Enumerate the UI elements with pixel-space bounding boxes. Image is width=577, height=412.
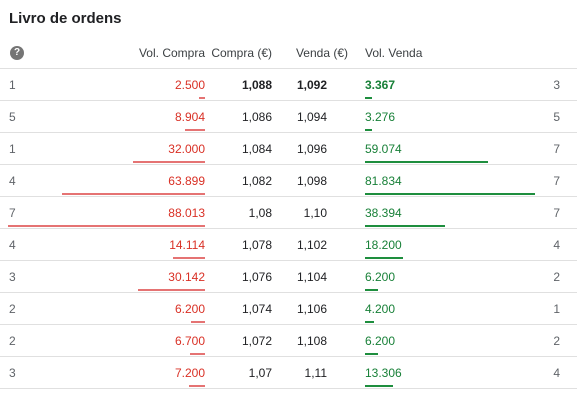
order-book-title: Livro de ordens: [9, 10, 122, 27]
vol-venda-value: 3.276: [365, 110, 396, 124]
compra-price: 1,078: [241, 238, 272, 252]
vol-compra-value: 14.114: [169, 238, 205, 252]
compra-price: 1,086: [241, 110, 272, 124]
order-row: 3 30.142 1,076 1,104 6.200 2: [0, 261, 577, 293]
header-venda: Venda (€): [295, 46, 348, 60]
compra-price: 1,08: [248, 206, 272, 220]
venda-price: 1,098: [296, 174, 327, 188]
venda-price: 1,11: [304, 366, 327, 380]
venda-price: 1,102: [296, 238, 327, 252]
order-count-sell: 7: [553, 142, 560, 156]
vol-compra-value: 88.013: [168, 206, 205, 220]
sell-volume-bar: [365, 97, 372, 99]
order-count-sell: 5: [553, 110, 560, 124]
sell-volume-bar: [365, 353, 378, 355]
vol-compra-value: 63.899: [168, 174, 205, 188]
sell-volume-bar: [365, 193, 535, 195]
venda-price: 1,096: [296, 142, 327, 156]
order-count-buy: 2: [9, 302, 16, 316]
buy-volume-bar: [190, 353, 205, 355]
order-count-buy: 5: [9, 110, 16, 124]
buy-volume-bar: [138, 289, 205, 291]
header-compra: Compra (€): [211, 46, 272, 60]
order-count-buy: 1: [9, 142, 16, 156]
order-count-sell: 3: [553, 78, 560, 92]
buy-volume-bar: [189, 385, 205, 387]
venda-price: 1,092: [296, 78, 327, 92]
order-count-sell: 4: [553, 238, 560, 252]
venda-price: 1,104: [296, 270, 327, 284]
compra-price: 1,082: [241, 174, 272, 188]
compra-price: 1,088: [241, 78, 272, 92]
buy-volume-bar: [133, 161, 205, 163]
buy-volume-bar: [191, 321, 205, 323]
vol-venda-value: 81.834: [365, 174, 402, 188]
vol-compra-value: 30.142: [168, 270, 205, 284]
compra-price: 1,084: [241, 142, 272, 156]
order-row: 5 8.904 1,086 1,094 3.276 5: [0, 101, 577, 133]
vol-compra-value: 6.700: [174, 334, 205, 348]
order-count-sell: 7: [553, 206, 560, 220]
header-vol-compra: Vol. Compra: [138, 46, 205, 60]
vol-venda-value: 6.200: [365, 270, 396, 284]
buy-volume-bar: [8, 225, 205, 227]
compra-price: 1,074: [241, 302, 272, 316]
vol-venda-value: 18.200: [365, 238, 402, 252]
order-row: 7 88.013 1,08 1,10 38.394 7: [0, 197, 577, 229]
order-count-sell: 7: [553, 174, 560, 188]
order-count-sell: 2: [553, 334, 560, 348]
sell-volume-bar: [365, 161, 488, 163]
vol-venda-value: 4.200: [365, 302, 396, 316]
order-count-buy: 7: [9, 206, 16, 220]
order-book-header: ? Vol. Compra Compra (€) Venda (€) Vol. …: [0, 38, 577, 69]
order-count-buy: 3: [9, 270, 16, 284]
sell-volume-bar: [365, 129, 372, 131]
order-count-buy: 4: [9, 174, 16, 188]
vol-compra-value: 6.200: [174, 302, 205, 316]
vol-compra-value: 7.200: [174, 366, 205, 380]
vol-compra-value: 2.500: [174, 78, 205, 92]
order-count-buy: 4: [9, 238, 16, 252]
order-row: 3 7.200 1,07 1,11 13.306 4: [0, 357, 577, 389]
order-count-sell: 1: [553, 302, 560, 316]
sell-volume-bar: [365, 257, 403, 259]
vol-venda-value: 6.200: [365, 334, 396, 348]
venda-price: 1,094: [296, 110, 327, 124]
venda-price: 1,106: [296, 302, 327, 316]
vol-venda-value: 38.394: [365, 206, 402, 220]
order-row: 1 32.000 1,084 1,096 59.074 7: [0, 133, 577, 165]
sell-volume-bar: [365, 321, 374, 323]
order-row: 4 14.114 1,078 1,102 18.200 4: [0, 229, 577, 261]
order-row: 2 6.700 1,072 1,108 6.200 2: [0, 325, 577, 357]
venda-price: 1,10: [303, 206, 327, 220]
vol-compra-value: 32.000: [168, 142, 205, 156]
order-row: 1 2.500 1,088 1,092 3.367 3: [0, 69, 577, 101]
order-count-sell: 2: [553, 270, 560, 284]
header-vol-venda: Vol. Venda: [365, 46, 423, 60]
order-count-sell: 4: [553, 366, 560, 380]
order-count-buy: 3: [9, 366, 16, 380]
buy-volume-bar: [199, 97, 205, 99]
vol-venda-value: 59.074: [365, 142, 402, 156]
compra-price: 1,07: [248, 366, 272, 380]
compra-price: 1,072: [241, 334, 272, 348]
vol-venda-value: 3.367: [365, 78, 396, 92]
venda-price: 1,108: [296, 334, 327, 348]
vol-venda-value: 13.306: [365, 366, 402, 380]
sell-volume-bar: [365, 225, 445, 227]
buy-volume-bar: [173, 257, 205, 259]
sell-volume-bar: [365, 289, 378, 291]
order-count-buy: 1: [9, 78, 16, 92]
buy-volume-bar: [62, 193, 205, 195]
compra-price: 1,076: [241, 270, 272, 284]
buy-volume-bar: [185, 129, 205, 131]
help-icon[interactable]: ?: [10, 46, 24, 60]
sell-volume-bar: [365, 385, 393, 387]
order-row: 4 63.899 1,082 1,098 81.834 7: [0, 165, 577, 197]
order-row: 2 6.200 1,074 1,106 4.200 1: [0, 293, 577, 325]
vol-compra-value: 8.904: [174, 110, 205, 124]
order-count-buy: 2: [9, 334, 16, 348]
